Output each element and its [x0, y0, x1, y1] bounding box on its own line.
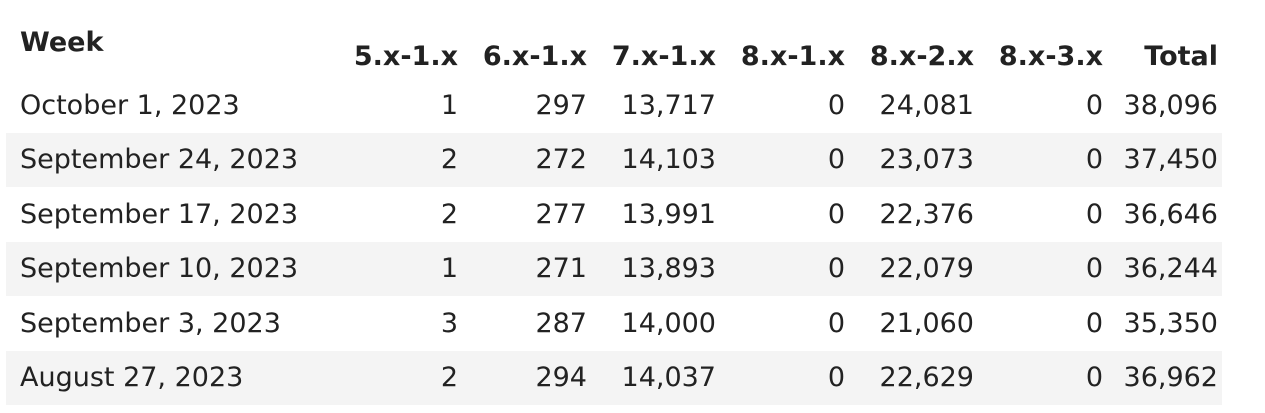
cell-week: September 17, 2023 — [20, 198, 299, 230]
cell-8x-2x: 23,073 — [849, 132, 978, 187]
usage-table: Week 5.x-1.x 6.x-1.x 7.x-1.x 8.x-1.x 8.x… — [6, 21, 1222, 405]
cell-8x-3x: 0 — [978, 350, 1107, 405]
cell-7x-1x: 14,000 — [621, 307, 716, 339]
cell-8x-3x: 0 — [1085, 307, 1103, 339]
table-row: October 1, 2023 1 297 13,717 0 24,081 0 38,096 — [6, 78, 1222, 133]
cell-8x-2x: 22,376 — [879, 198, 974, 230]
cell-6x-1x: 277 — [535, 198, 587, 230]
cell-8x-1x: 0 — [827, 89, 845, 121]
cell-5x-1x: 1 — [440, 89, 458, 121]
table-row: September 24, 2023 2 272 14,103 0 23,073 0 37,4… — [6, 132, 1222, 187]
cell-5x-1x: 2 — [440, 198, 458, 230]
cell-6x-1x: 297 — [535, 89, 587, 121]
cell-5x-1x: 2 — [333, 350, 462, 405]
cell-6x-1x: 294 — [462, 350, 591, 405]
header-8x-2x: 8.x-2.x — [869, 41, 974, 72]
cell-6x-1x: 287 — [535, 307, 587, 339]
cell-8x-1x: 0 — [827, 307, 845, 339]
cell-5x-1x: 3 — [440, 307, 458, 339]
cell-week: September 10, 2023 — [6, 241, 333, 296]
header-total: Total — [1144, 41, 1218, 72]
cell-8x-3x: 0 — [978, 241, 1107, 296]
cell-8x-2x: 22,079 — [849, 241, 978, 296]
cell-total: 36,962 — [1107, 350, 1222, 405]
cell-7x-1x: 13,893 — [591, 241, 720, 296]
table-row: September 10, 2023 1 271 13,893 0 22,079 0 36,2… — [6, 241, 1222, 296]
cell-8x-1x: 0 — [720, 132, 849, 187]
header-5x-1x: 5.x-1.x — [353, 41, 458, 72]
cell-total: 36,244 — [1107, 241, 1222, 296]
cell-8x-1x: 0 — [720, 350, 849, 405]
cell-7x-1x: 14,037 — [591, 350, 720, 405]
cell-8x-2x: 21,060 — [879, 307, 974, 339]
table-row: September 17, 2023 2 277 13,991 0 22,376 0 36,6… — [6, 187, 1222, 242]
cell-week: August 27, 2023 — [6, 350, 333, 405]
cell-total: 37,450 — [1107, 132, 1222, 187]
cell-total: 36,646 — [1123, 198, 1218, 230]
header-6x-1x: 6.x-1.x — [482, 41, 587, 72]
cell-8x-1x: 0 — [827, 198, 845, 230]
cell-week: September 3, 2023 — [20, 307, 281, 339]
header-8x-3x: 8.x-3.x — [998, 41, 1103, 72]
cell-8x-1x: 0 — [720, 241, 849, 296]
cell-total: 38,096 — [1123, 89, 1218, 121]
cell-5x-1x: 2 — [333, 132, 462, 187]
cell-8x-2x: 24,081 — [879, 89, 974, 121]
cell-6x-1x: 272 — [462, 132, 591, 187]
header-8x-1x: 8.x-1.x — [740, 41, 845, 72]
cell-8x-2x: 22,629 — [849, 350, 978, 405]
cell-7x-1x: 14,103 — [591, 132, 720, 187]
table-row: September 3, 2023 3 287 14,000 0 21,060 0 35,35… — [6, 296, 1222, 351]
cell-8x-3x: 0 — [1085, 198, 1103, 230]
cell-total: 35,350 — [1123, 307, 1218, 339]
header-row: Week 5.x-1.x 6.x-1.x 7.x-1.x 8.x-1.x 8.x… — [6, 21, 1222, 78]
cell-8x-3x: 0 — [1085, 89, 1103, 121]
table-row: August 27, 2023 2 294 14,037 0 22,629 0 36,962 — [6, 350, 1222, 405]
cell-week: October 1, 2023 — [20, 89, 240, 121]
cell-8x-3x: 0 — [978, 132, 1107, 187]
cell-5x-1x: 1 — [333, 241, 462, 296]
cell-week: September 24, 2023 — [6, 132, 333, 187]
header-7x-1x: 7.x-1.x — [611, 41, 716, 72]
cell-6x-1x: 271 — [462, 241, 591, 296]
cell-7x-1x: 13,991 — [621, 198, 716, 230]
header-week: Week — [20, 27, 104, 58]
cell-7x-1x: 13,717 — [621, 89, 716, 121]
